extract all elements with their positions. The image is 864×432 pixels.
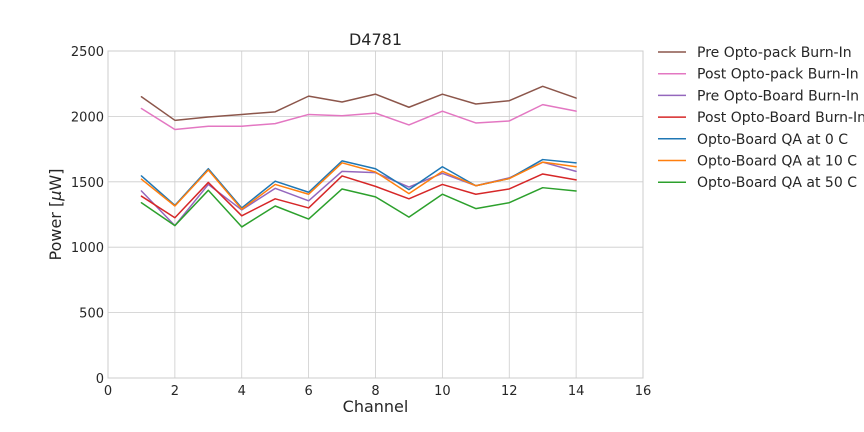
x-axis-ticks: 0 2 4 6 8 10 12 14 16 [104,384,651,399]
y-axis-label: Power [μW] [46,169,65,261]
series-line-4 [140,173,577,219]
legend-item: Pre Opto-pack Burn-In [658,45,852,61]
x-tick-label: 6 [304,384,312,399]
y-tick-label: 500 [79,307,104,322]
legend-label: Opto-Board QA at 10 C [697,154,857,170]
grid [107,50,644,379]
x-tick-label: 12 [501,384,518,399]
y-axis-ticks: 0 500 1000 1500 2000 2500 [71,45,104,387]
x-tick-label: 2 [171,384,179,399]
legend-item: Pre Opto-Board Burn-In [658,88,859,104]
series-line-6 [140,161,577,211]
legend-label: Post Opto-Board Burn-In [697,110,864,126]
x-tick-label: 16 [635,384,652,399]
plot-frame [107,50,644,379]
legend-item: Opto-Board QA at 10 C [658,154,857,170]
x-tick-label: 10 [434,384,451,399]
y-tick-label: 1000 [71,241,104,256]
y-tick-label: 2500 [71,45,104,60]
legend-label: Pre Opto-pack Burn-In [697,45,852,61]
legend-label: Pre Opto-Board Burn-In [697,88,859,104]
legend-item: Opto-Board QA at 50 C [658,175,857,191]
x-tick-label: 8 [371,384,379,399]
legend-label: Opto-Board QA at 50 C [697,175,857,191]
series-line-7 [140,186,577,228]
legend-item: Post Opto-Board Burn-In [658,110,864,126]
chart-title: D4781 [349,30,402,49]
y-tick-label: 0 [96,372,104,387]
x-tick-label: 14 [568,384,585,399]
x-tick-label: 4 [238,384,246,399]
legend: Pre Opto-pack Burn-In Post Opto-pack Burn… [658,45,864,191]
series-lines [140,85,577,228]
legend-label: Opto-Board QA at 0 C [697,132,848,148]
series-line-1 [140,85,577,122]
x-tick-label: 0 [104,384,112,399]
series-line-2 [140,103,577,131]
x-axis-label: Channel [343,397,409,416]
legend-item: Post Opto-pack Burn-In [658,67,859,83]
legend-label: Post Opto-pack Burn-In [697,67,859,83]
y-tick-label: 2000 [71,110,104,125]
y-tick-label: 1500 [71,176,104,191]
legend-item: Opto-Board QA at 0 C [658,132,848,148]
